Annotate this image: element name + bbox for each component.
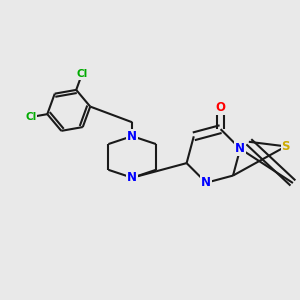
- Text: N: N: [235, 142, 245, 155]
- Text: Cl: Cl: [76, 69, 88, 79]
- Text: N: N: [127, 171, 137, 184]
- Text: N: N: [201, 176, 211, 189]
- Text: O: O: [216, 101, 226, 114]
- Text: Cl: Cl: [25, 112, 37, 122]
- Text: S: S: [282, 140, 290, 153]
- Text: N: N: [127, 130, 137, 142]
